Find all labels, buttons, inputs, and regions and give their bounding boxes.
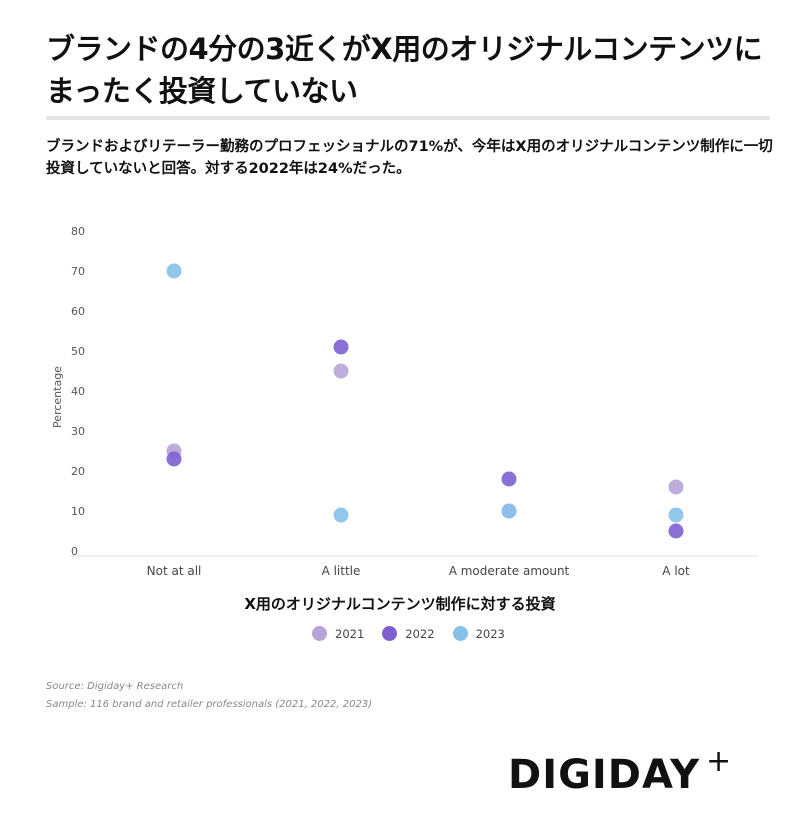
y-tick-label: 60 — [71, 305, 85, 318]
legend-swatch-2023 — [452, 626, 468, 641]
data-point-2022 — [333, 339, 349, 355]
source-text: Source: Digiday+ Research — [46, 681, 184, 692]
legend-label-2023: 2023 — [475, 626, 505, 641]
legend: 2021 2022 2023 — [312, 626, 505, 641]
legend-item-2022: 2022 — [382, 626, 435, 641]
data-point-2022 — [668, 523, 684, 539]
y-axis-ticks: 0 10 20 30 40 50 60 70 80 — [71, 225, 85, 558]
y-tick-label: 80 — [71, 225, 85, 238]
legend-swatch-2022 — [382, 626, 398, 641]
data-point-2022 — [166, 451, 182, 467]
data-point-2023 — [501, 503, 517, 519]
data-point-2023 — [668, 507, 684, 523]
digiday-logo: DIGIDAY — [508, 752, 701, 798]
x-category-label: A moderate amount — [449, 564, 570, 578]
scatter-chart: 0 10 20 30 40 50 60 70 80 Not at all A little A mo… — [51, 225, 758, 578]
sample-text: Sample: 116 brand and retailer professio… — [46, 699, 373, 710]
data-point-2023 — [333, 507, 349, 523]
title-divider — [46, 116, 770, 120]
y-tick-label: 30 — [71, 425, 85, 438]
legend-item-2021: 2021 — [312, 626, 364, 641]
legend-label-2021: 2021 — [335, 626, 365, 641]
x-axis-category-labels: Not at all A little A moderate amount A lot — [147, 564, 690, 578]
data-point-2023 — [166, 263, 182, 279]
x-category-label: A lot — [662, 564, 690, 578]
y-tick-label: 0 — [71, 545, 78, 558]
y-tick-label: 50 — [71, 345, 85, 358]
y-tick-label: 70 — [71, 265, 85, 278]
x-category-label: Not at all — [147, 564, 202, 578]
x-axis-title: X用のオリジナルコンテンツ制作に対する投資 — [244, 595, 556, 613]
source-note: Source: Digiday+ Research Sample: 116 br… — [46, 678, 372, 714]
legend-swatch-2021 — [312, 626, 327, 641]
legend-item-2023: 2023 — [452, 626, 505, 641]
digiday-logo-plus: + — [706, 744, 732, 779]
y-tick-label: 20 — [71, 465, 85, 478]
y-tick-label: 10 — [71, 505, 85, 518]
data-points — [166, 263, 684, 539]
chart-title: ブランドの4分の3近くがX用のオリジナルコンテンツにまったく投資していない — [46, 32, 763, 108]
data-point-2021 — [668, 479, 684, 495]
y-tick-label: 40 — [71, 385, 85, 398]
y-axis-label: Percentage — [51, 366, 64, 428]
x-category-label: A little — [322, 564, 361, 578]
legend-label-2022: 2022 — [405, 626, 435, 641]
data-point-2021 — [333, 363, 349, 379]
chart-subtitle: ブランドおよびリテーラー勤務のプロフェッショナルの71%が、今年はX用のオリジナ… — [46, 139, 773, 177]
data-point-2022 — [501, 471, 517, 487]
